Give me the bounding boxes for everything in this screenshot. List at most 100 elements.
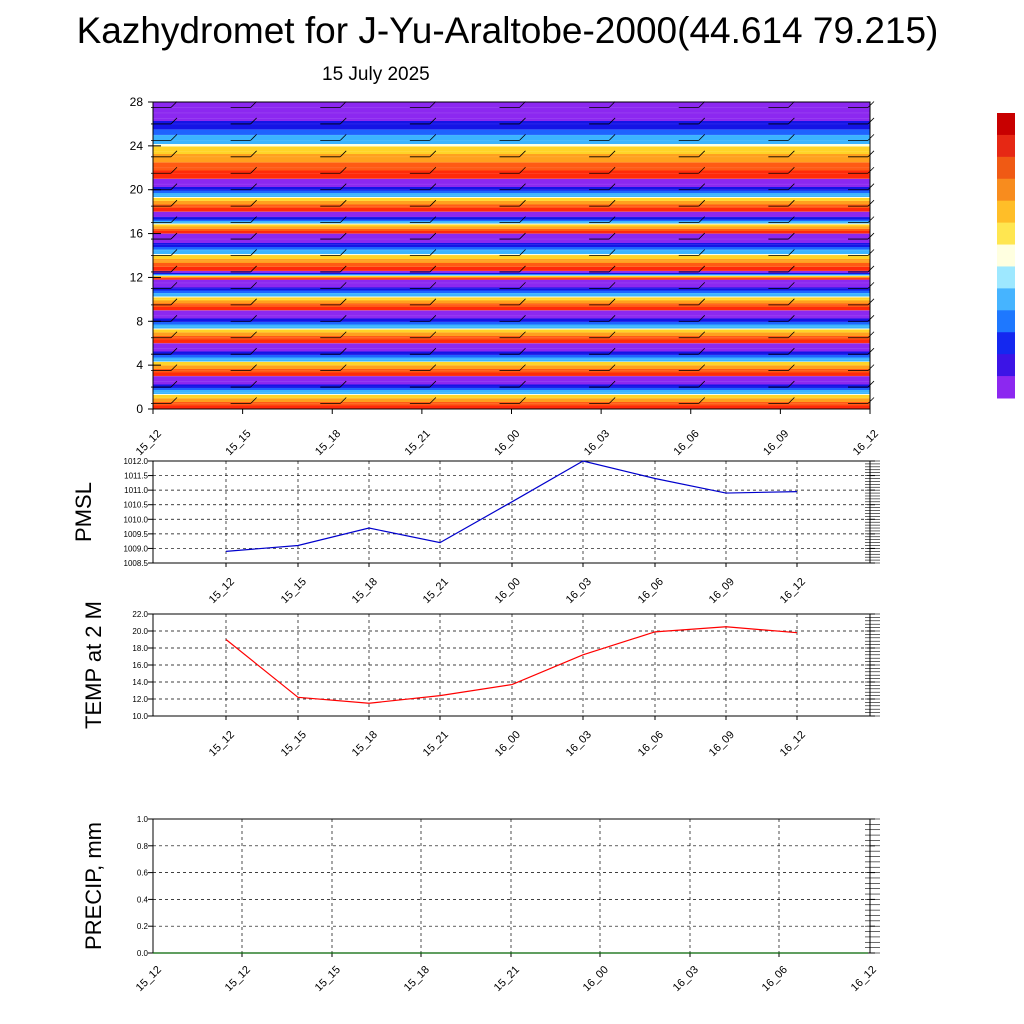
x-tick-label: 16_00 [493,729,523,759]
wind-barb [788,183,795,190]
wind-barb [339,364,347,371]
wind-barb-column [499,101,526,404]
wind-barb [519,117,526,125]
wind-barb [339,232,347,240]
wind-barb [170,249,178,256]
wind-barb [339,134,347,141]
wind-barb [788,232,795,240]
wind-barb [608,347,616,355]
wind-barb [170,183,178,190]
wind-barb [608,397,616,404]
y-tick-label: 4 [136,358,143,372]
x-tick-label: 16_06 [636,576,666,606]
wind-barb [339,397,347,404]
heatmap-band-4 [153,270,870,280]
wind-barb [519,232,526,240]
wind-barb-column [320,101,347,404]
wind-barb [608,315,616,322]
x-tick-label: 16_00 [493,576,523,606]
x-tick-label: 16_03 [564,729,594,759]
wind-barb [339,183,347,190]
y-tick-label: 0.6 [137,869,149,878]
x-tick-label: 16_03 [582,428,612,458]
y-tick-label: 14.0 [132,678,148,687]
wind-barb [698,380,706,388]
x-tick-label: 15_21 [492,964,522,994]
wind-barb [788,199,795,207]
wind-barb [608,364,616,371]
wind-barb [429,380,437,388]
wind-barb [429,117,437,125]
colorbar-swatch [997,288,1015,311]
colorbar-swatch [997,222,1015,246]
x-tick-label: 16_00 [492,428,522,458]
x-tick-label: 16_00 [581,964,611,994]
x-tick-label: 15_12 [207,576,237,606]
colorbar-swatch [997,244,1015,267]
wind-barb [867,331,875,339]
wind-barb [608,199,616,207]
y-axis-label: PMSL [71,482,96,542]
wind-barb [867,117,875,125]
wind-barb [250,364,257,371]
wind-barb [250,282,257,289]
wind-barb [170,282,178,289]
wind-barb [867,216,875,223]
wind-barb [867,315,875,322]
wind-barb [429,150,437,158]
wind-barb [250,166,257,174]
wind-barb [867,166,875,174]
wind-barb [867,249,875,256]
wind-barb [250,117,257,125]
x-tick-label: 16_09 [761,428,791,458]
wind-barb [429,183,437,190]
wind-barb [608,183,616,190]
colorbar-swatch [997,354,1015,377]
wind-barb [339,216,347,223]
wind-barb [429,298,437,306]
wind-barb [170,232,178,240]
wind-barb [250,397,257,404]
x-tick-label: 15_15 [223,428,253,458]
wind-barb [250,150,257,158]
wind-barb [339,199,347,207]
x-tick-label: 16_09 [707,576,737,606]
y-tick-label: 1010.0 [124,515,149,524]
wind-barb [698,364,706,371]
wind-barb [698,347,706,355]
wind-barb [519,331,526,339]
x-tick-label: 16_06 [672,428,702,458]
y-tick-label: 16 [130,227,144,241]
x-tick-label: 15_12 [134,428,164,458]
wind-barb [788,380,795,388]
wind-barb [519,364,526,371]
wind-barb [339,331,347,339]
wind-barb [788,364,795,371]
wind-barb [250,199,257,207]
wind-barb [250,183,257,190]
wind-barb [788,216,795,223]
wind-barb [867,101,875,108]
y-tick-label: 1009.5 [124,530,149,539]
wind-barb [608,249,616,256]
wind-barb [788,117,795,125]
x-tick-label: 16_12 [849,964,879,994]
wind-barb [519,134,526,141]
wind-barb [519,150,526,158]
wind-barb [339,265,347,273]
wind-barb-column [848,101,875,404]
wind-barb [788,249,795,256]
x-tick-label: 15_15 [279,576,309,606]
wind-barb [429,282,437,289]
wind-barb [867,364,875,371]
wind-barb [429,265,437,273]
wind-barb [250,232,257,240]
wind-barb [698,216,706,223]
wind-barb [170,331,178,339]
x-tick-label: 15_21 [421,576,451,606]
x-tick-label: 16_09 [707,729,737,759]
wind-barb [867,134,875,141]
series-line [225,460,798,552]
colorbar-swatch [997,134,1015,158]
y-tick-label: 0.4 [137,895,149,904]
